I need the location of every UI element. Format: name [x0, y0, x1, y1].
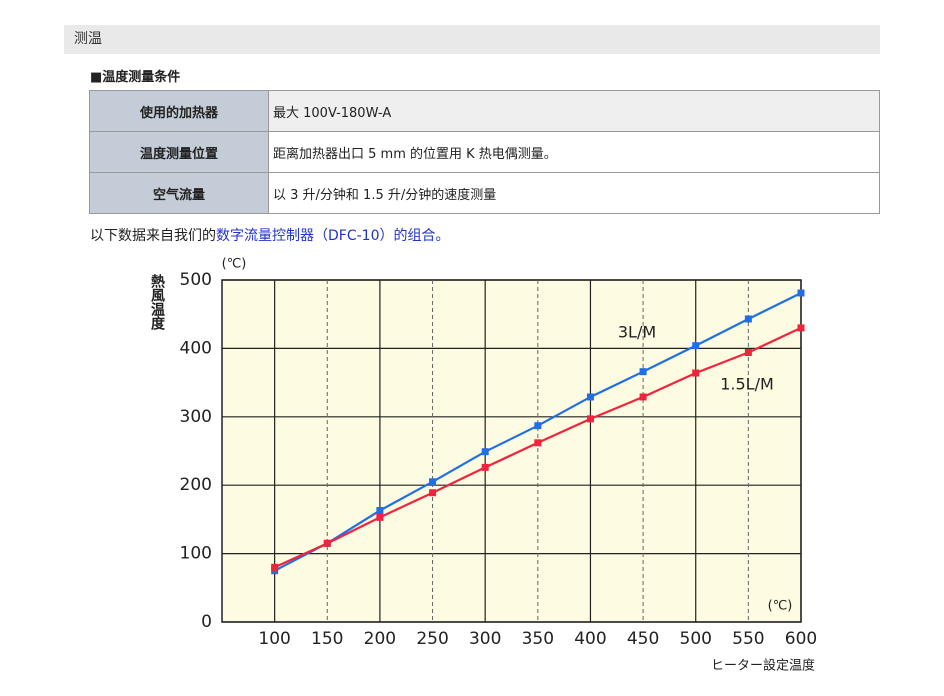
point — [271, 563, 279, 571]
x-tick-label: 450 — [627, 629, 659, 649]
point — [534, 422, 542, 430]
x-tick-label: 100 — [258, 629, 290, 649]
x-tick-label: 250 — [416, 629, 448, 649]
y-tick-label: 300 — [180, 407, 212, 427]
point — [376, 507, 384, 515]
y-tick-label: 400 — [180, 338, 212, 358]
point — [534, 439, 542, 447]
x-tick-label: 500 — [680, 629, 712, 649]
y-tick-label: 100 — [180, 544, 212, 564]
point — [639, 393, 647, 401]
y-tick-label: 500 — [180, 270, 212, 290]
x-tick-label: 150 — [311, 629, 343, 649]
table-cell: 以 3 升/分钟和 1.5 升/分钟的速度测量 — [268, 172, 880, 214]
point — [744, 349, 752, 357]
point — [429, 489, 437, 497]
point — [692, 342, 700, 350]
point — [692, 369, 700, 377]
row-header: 使用的加热器 — [89, 90, 269, 132]
table-cell: 最大 100V-180W-A — [268, 90, 880, 132]
point — [744, 315, 752, 323]
point — [797, 289, 805, 297]
x-tick-label: 350 — [522, 629, 554, 649]
table-row: 温度测量位置 距离加热器出口 5 mm 的位置用 K 热电偶测量。 — [89, 131, 880, 173]
point — [429, 478, 437, 486]
y-axis-label: 熱風温度 — [149, 273, 165, 331]
paragraph: 以下数据来自我们的数字流量控制器（DFC-10）的组合。 — [90, 225, 449, 245]
point — [586, 393, 594, 401]
x-tick-label: 400 — [574, 629, 606, 649]
point — [797, 324, 805, 332]
link[interactable]: 数字流量控制器（DFC-10）的组合。 — [216, 228, 450, 244]
point — [323, 539, 331, 547]
x-tick-label: 550 — [732, 629, 764, 649]
text: 以下数据来自我们的 — [90, 228, 216, 244]
subtitle: ■温度测量条件 — [90, 70, 181, 85]
y-tick-label: 0 — [201, 612, 212, 632]
table-cell: 距离加热器出口 5 mm 的位置用 K 热电偶测量。 — [268, 131, 880, 173]
x-axis-label: ヒーター設定温度 — [711, 658, 815, 674]
point — [639, 368, 647, 376]
point — [376, 513, 384, 521]
row-header: 空气流量 — [89, 172, 269, 214]
x-unit: (℃) — [768, 599, 793, 614]
plot-area — [221, 279, 802, 623]
table-row: 空气流量以 3 升/分钟和 1.5 升/分钟的速度测量 — [89, 172, 880, 214]
x-tick-label: 300 — [469, 629, 501, 649]
y-tick-label: 200 — [180, 475, 212, 495]
chart: 0 100 200 300 400 500 100 150 200 250 300 350 400 450… — [149, 257, 817, 674]
x-tick-label: 600 — [785, 629, 817, 649]
series-label: 3L/M — [618, 323, 656, 342]
series-label: 1.5L/M — [720, 375, 774, 394]
x-tick-label: 200 — [364, 629, 396, 649]
section-header: 测温 — [64, 25, 880, 54]
point — [586, 415, 594, 423]
row-header: 温度测量位置 — [89, 131, 269, 173]
y-unit: (℃) — [222, 257, 247, 272]
point — [481, 448, 489, 456]
conditions-table: 使用的加热器 最大 100V-180W-A 温度测量位置 距离加热器出口 5 mm 的… — [89, 90, 880, 214]
point — [481, 463, 489, 471]
table-row: 使用的加热器 最大 100V-180W-A — [89, 90, 880, 132]
